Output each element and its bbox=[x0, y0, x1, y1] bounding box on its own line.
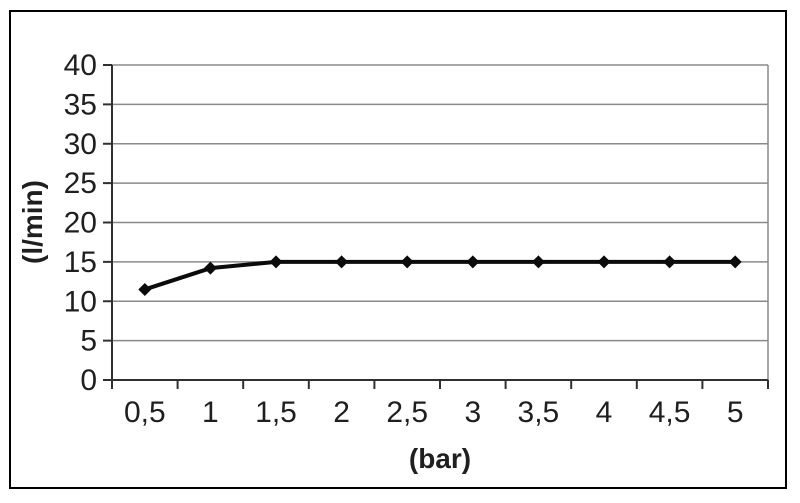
tick-labels: 0 5 10 15 20 25 30 35 40 0,5 1 1,5 2 2,5 3 3,5 4 4,5 5 bbox=[64, 49, 744, 429]
x-tick-label: 4 bbox=[596, 396, 613, 429]
y-tick-label: 35 bbox=[64, 88, 97, 121]
x-tick-label: 0,5 bbox=[124, 396, 166, 429]
x-tick-label: 1,5 bbox=[255, 396, 297, 429]
x-tick-label: 4,5 bbox=[649, 396, 691, 429]
y-tick-label: 25 bbox=[64, 167, 97, 200]
x-tick-label: 5 bbox=[727, 396, 744, 429]
data-point-marker bbox=[466, 255, 480, 269]
x-tick-label: 2 bbox=[333, 396, 350, 429]
series-line bbox=[142, 259, 738, 292]
data-point-marker bbox=[531, 255, 545, 269]
data-point-marker bbox=[728, 255, 742, 269]
x-tick-label: 1 bbox=[202, 396, 219, 429]
x-axis-title: (bar) bbox=[409, 443, 471, 474]
y-tick-label: 5 bbox=[80, 325, 97, 358]
data-point-marker bbox=[138, 282, 152, 296]
y-tick-label: 15 bbox=[64, 246, 97, 279]
y-tick-label: 20 bbox=[64, 207, 97, 240]
y-tick-label: 10 bbox=[64, 285, 97, 318]
series bbox=[138, 255, 742, 296]
chart-frame bbox=[9, 10, 787, 489]
data-point-marker bbox=[400, 255, 414, 269]
axes bbox=[103, 64, 769, 389]
y-tick-label: 30 bbox=[64, 128, 97, 161]
gridlines bbox=[112, 64, 769, 380]
x-tick-label: 3 bbox=[464, 396, 481, 429]
y-tick-label: 0 bbox=[80, 364, 97, 397]
y-tick-label: 40 bbox=[64, 49, 97, 82]
data-point-marker bbox=[203, 261, 217, 275]
x-tick-label: 2,5 bbox=[386, 396, 428, 429]
data-point-marker bbox=[269, 255, 283, 269]
x-tick-label: 3,5 bbox=[518, 396, 560, 429]
data-point-marker bbox=[663, 255, 677, 269]
data-point-marker bbox=[597, 255, 611, 269]
y-axis-title: (l/min) bbox=[17, 180, 48, 264]
data-point-marker bbox=[335, 255, 349, 269]
